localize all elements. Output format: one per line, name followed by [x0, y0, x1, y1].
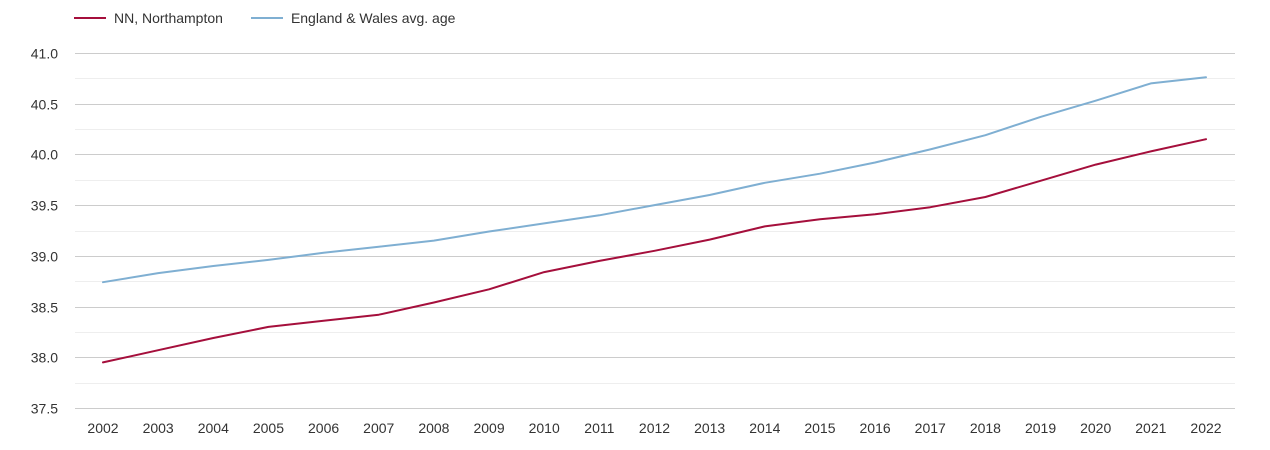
x-tick-label: 2005 — [253, 420, 284, 436]
legend-swatch-northampton — [74, 17, 106, 19]
x-tick-label: 2016 — [860, 420, 891, 436]
legend: NN, Northampton England & Wales avg. age — [74, 10, 455, 26]
legend-label-england-wales: England & Wales avg. age — [290, 10, 456, 26]
legend-label-northampton: NN, Northampton — [114, 10, 223, 26]
y-tick-label: 39.5 — [31, 198, 58, 214]
y-tick-label: 40.5 — [31, 97, 58, 113]
y-tick-label: 40.0 — [31, 147, 58, 163]
y-tick-label: 41.0 — [31, 46, 58, 62]
x-tick-label: 2015 — [804, 420, 835, 436]
y-tick-label: 37.5 — [31, 401, 58, 417]
x-tick-label: 2010 — [529, 420, 560, 436]
legend-swatch-england-wales — [250, 17, 283, 19]
x-tick-label: 2003 — [143, 420, 174, 436]
x-tick-label: 2020 — [1080, 420, 1111, 436]
y-tick-label: 39.0 — [31, 249, 58, 265]
series-line-england-wales — [102, 76, 1207, 284]
x-tick-label: 2004 — [198, 420, 229, 436]
x-tick-label: 2009 — [473, 420, 504, 436]
x-tick-label: 2007 — [363, 420, 394, 436]
legend-item-england-wales[interactable]: England & Wales avg. age — [250, 10, 456, 26]
x-tick-label: 2022 — [1190, 420, 1221, 436]
x-tick-label: 2018 — [970, 420, 1001, 436]
x-tick-label: 2013 — [694, 420, 725, 436]
x-tick-label: 2008 — [418, 420, 449, 436]
x-tick-label: 2006 — [308, 420, 339, 436]
legend-item-northampton[interactable]: NN, Northampton — [74, 10, 223, 26]
x-tick-label: 2017 — [915, 420, 946, 436]
x-tick-label: 2011 — [584, 420, 614, 436]
x-tick-label: 2002 — [87, 420, 118, 436]
series-line-northampton — [102, 138, 1207, 364]
y-tick-label: 38.0 — [31, 350, 58, 366]
x-tick-label: 2019 — [1025, 420, 1056, 436]
x-tick-label: 2012 — [639, 420, 670, 436]
y-tick-label: 38.5 — [31, 300, 58, 316]
x-tick-label: 2014 — [749, 420, 780, 436]
x-tick-label: 2021 — [1135, 420, 1166, 436]
